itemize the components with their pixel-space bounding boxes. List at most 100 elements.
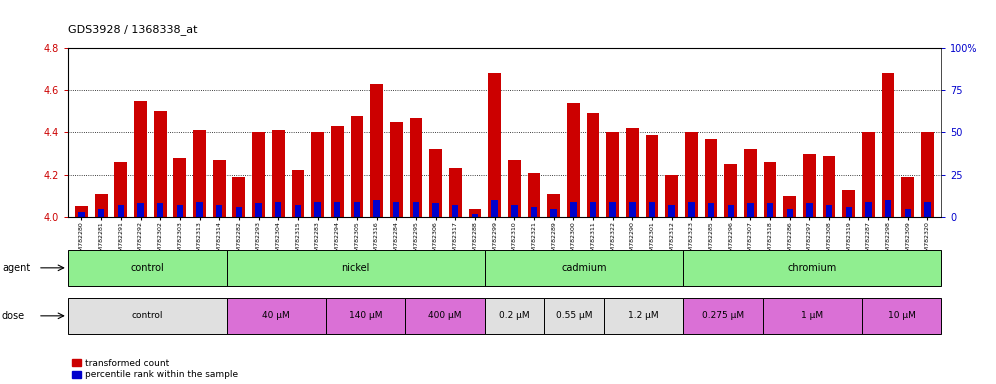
Bar bbox=[429, 149, 442, 217]
Text: GDS3928 / 1368338_at: GDS3928 / 1368338_at bbox=[68, 24, 197, 35]
Bar bbox=[216, 205, 222, 217]
Bar bbox=[68, 298, 226, 334]
Bar bbox=[326, 298, 405, 334]
Bar bbox=[866, 202, 872, 217]
Bar bbox=[881, 73, 894, 217]
Bar bbox=[311, 132, 324, 217]
Bar bbox=[491, 200, 498, 217]
Bar bbox=[645, 135, 658, 217]
Text: 0.2 μM: 0.2 μM bbox=[499, 311, 530, 320]
Bar bbox=[685, 132, 698, 217]
Bar bbox=[683, 298, 763, 334]
Bar bbox=[528, 173, 541, 217]
Bar bbox=[226, 250, 485, 286]
Bar bbox=[921, 132, 934, 217]
Bar bbox=[551, 209, 557, 217]
Bar bbox=[196, 202, 203, 217]
Bar bbox=[683, 250, 941, 286]
Bar bbox=[193, 131, 206, 217]
Bar bbox=[924, 202, 930, 217]
Bar bbox=[75, 207, 88, 217]
Bar bbox=[567, 103, 580, 217]
Bar bbox=[334, 202, 341, 217]
Bar bbox=[118, 205, 124, 217]
Bar bbox=[604, 298, 683, 334]
Bar bbox=[826, 205, 833, 217]
Bar bbox=[236, 207, 242, 217]
Text: dose: dose bbox=[2, 311, 25, 321]
Bar bbox=[806, 204, 813, 217]
Bar bbox=[213, 160, 226, 217]
Bar bbox=[607, 132, 620, 217]
Bar bbox=[393, 202, 399, 217]
Bar bbox=[862, 298, 941, 334]
Bar bbox=[843, 190, 856, 217]
Bar bbox=[665, 175, 678, 217]
Bar bbox=[68, 250, 226, 286]
Bar bbox=[846, 207, 852, 217]
Bar bbox=[590, 202, 597, 217]
Bar bbox=[708, 204, 714, 217]
Text: 1.2 μM: 1.2 μM bbox=[628, 311, 658, 320]
Bar bbox=[449, 168, 462, 217]
Bar bbox=[409, 118, 422, 217]
Bar bbox=[389, 122, 402, 217]
Bar bbox=[252, 132, 265, 217]
Bar bbox=[315, 202, 321, 217]
Bar bbox=[468, 209, 481, 217]
Bar bbox=[508, 160, 521, 217]
Bar bbox=[904, 209, 911, 217]
Bar bbox=[157, 204, 163, 217]
Bar bbox=[783, 196, 796, 217]
Bar bbox=[331, 126, 344, 217]
Bar bbox=[610, 202, 616, 217]
Bar bbox=[354, 202, 361, 217]
Bar bbox=[292, 170, 305, 217]
Bar bbox=[137, 204, 143, 217]
Text: 400 μM: 400 μM bbox=[428, 311, 462, 320]
Bar bbox=[727, 205, 734, 217]
Bar bbox=[901, 177, 914, 217]
Bar bbox=[747, 204, 754, 217]
Bar bbox=[625, 128, 638, 217]
Bar bbox=[724, 164, 737, 217]
Bar bbox=[226, 298, 326, 334]
Bar bbox=[744, 149, 757, 217]
Bar bbox=[767, 204, 773, 217]
Bar bbox=[803, 154, 816, 217]
Text: 140 μM: 140 μM bbox=[349, 311, 382, 320]
Bar bbox=[371, 84, 383, 217]
Bar bbox=[531, 207, 537, 217]
Bar bbox=[472, 214, 478, 217]
Text: 1 μM: 1 μM bbox=[801, 311, 824, 320]
Bar bbox=[98, 209, 105, 217]
Bar bbox=[511, 205, 518, 217]
Bar bbox=[232, 177, 245, 217]
Bar bbox=[173, 158, 186, 217]
Bar bbox=[485, 298, 544, 334]
Bar bbox=[704, 139, 717, 217]
Text: 10 μM: 10 μM bbox=[887, 311, 915, 320]
Bar bbox=[176, 205, 183, 217]
Bar bbox=[275, 202, 282, 217]
Bar bbox=[648, 202, 655, 217]
Bar bbox=[405, 298, 485, 334]
Legend: transformed count, percentile rank within the sample: transformed count, percentile rank withi… bbox=[73, 359, 238, 379]
Bar bbox=[787, 209, 793, 217]
Bar bbox=[488, 73, 501, 217]
Bar bbox=[255, 204, 262, 217]
Bar bbox=[153, 111, 166, 217]
Text: 40 μM: 40 μM bbox=[262, 311, 290, 320]
Bar bbox=[629, 202, 635, 217]
Bar bbox=[668, 205, 675, 217]
Bar bbox=[374, 200, 379, 217]
Text: agent: agent bbox=[2, 263, 30, 273]
Bar bbox=[79, 212, 85, 217]
Bar bbox=[823, 156, 836, 217]
Bar bbox=[764, 162, 777, 217]
Text: control: control bbox=[131, 311, 163, 320]
Bar bbox=[95, 194, 108, 217]
Text: cadmium: cadmium bbox=[561, 263, 607, 273]
Bar bbox=[452, 205, 458, 217]
Bar bbox=[587, 114, 600, 217]
